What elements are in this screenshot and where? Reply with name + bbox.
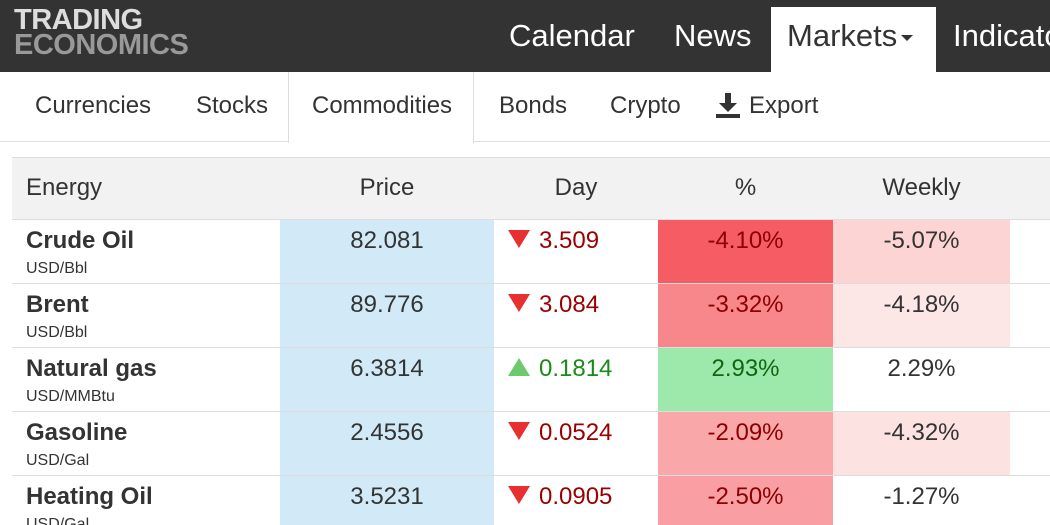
down-arrow	[508, 422, 530, 440]
pct-change: 2.93%	[711, 355, 780, 382]
row-border	[12, 475, 1050, 476]
weekly-change: 2.29%	[887, 355, 956, 382]
column-header: Day	[554, 174, 598, 201]
sub-nav-item[interactable]: Commodities	[312, 92, 453, 119]
price: 89.776	[350, 291, 424, 318]
nav-item[interactable]: Calendar	[509, 18, 635, 53]
direction-arrow	[508, 358, 530, 378]
logo-line: ECONOMICS	[14, 29, 189, 61]
pct-cell	[658, 412, 833, 475]
unit: USD/Bbl	[26, 324, 88, 341]
unit: USD/Gal	[26, 516, 90, 525]
nav-item[interactable]: Indicators	[953, 18, 1050, 53]
weekly-cell	[833, 476, 1010, 525]
down-arrow	[508, 294, 530, 312]
export-icon	[716, 93, 740, 119]
day-change: 0.0524	[539, 419, 613, 446]
pct-cell	[658, 348, 833, 411]
direction-arrow	[508, 230, 530, 250]
down-arrow	[508, 230, 530, 248]
price-cell	[280, 220, 494, 283]
price-cell	[280, 412, 494, 475]
pct-change: -4.10%	[707, 227, 784, 254]
price: 6.3814	[350, 355, 424, 382]
price-cell	[280, 348, 494, 411]
price-cell	[280, 476, 494, 525]
pct-cell	[658, 284, 833, 347]
sub-nav-item[interactable]: Bonds	[499, 92, 568, 119]
sub-bar	[0, 72, 1050, 142]
day-change: 3.084	[539, 291, 600, 318]
weekly-change: -4.18%	[883, 291, 960, 318]
tab-active	[288, 72, 474, 143]
down-arrow	[508, 486, 530, 504]
up-arrow	[508, 358, 530, 376]
unit: USD/Gal	[26, 452, 90, 469]
weekly-change: -1.27%	[883, 483, 960, 510]
row-border	[12, 283, 1050, 284]
nav-item[interactable]: News	[674, 18, 752, 53]
sub-nav-item[interactable]: Export	[749, 92, 819, 119]
name: Heating Oil	[26, 483, 153, 510]
column-header: Price	[359, 174, 415, 201]
name: Brent	[26, 291, 89, 318]
direction-arrow	[508, 486, 530, 506]
name: Gasoline	[26, 419, 128, 446]
day-change: 0.1814	[539, 355, 613, 382]
header-row-bg	[12, 157, 1050, 220]
weekly-change: -5.07%	[883, 227, 960, 254]
weekly-cell	[833, 284, 1010, 347]
unit: USD/Bbl	[26, 260, 88, 277]
column-header: %	[734, 174, 757, 201]
price-cell	[280, 284, 494, 347]
logo-line: TRADING	[14, 4, 143, 36]
sub-nav-item[interactable]: Currencies	[35, 92, 152, 119]
pct-change: -2.50%	[707, 483, 784, 510]
pct-cell	[658, 220, 833, 283]
pct-change: -3.32%	[707, 291, 784, 318]
price: 2.4556	[350, 419, 424, 446]
unit: USD/MMBtu	[26, 388, 115, 405]
day-change: 0.0905	[539, 483, 613, 510]
pct-cell	[658, 476, 833, 525]
row-border	[12, 411, 1050, 412]
weekly-change: -4.32%	[883, 419, 960, 446]
direction-arrow	[508, 422, 530, 442]
column-header: Weekly	[882, 174, 961, 201]
sub-nav-item[interactable]: Crypto	[610, 92, 681, 119]
name: Natural gas	[26, 355, 157, 382]
sub-nav-item[interactable]: Stocks	[196, 92, 269, 119]
weekly-cell	[833, 220, 1010, 283]
nav-item[interactable]: Markets	[787, 18, 914, 54]
weekly-cell	[833, 412, 1010, 475]
name: Crude Oil	[26, 227, 135, 254]
download-icon	[716, 93, 740, 118]
caret	[901, 34, 914, 41]
weekly-cell	[833, 348, 1010, 411]
day-change: 3.509	[539, 227, 600, 254]
direction-arrow	[508, 294, 530, 314]
row-border	[12, 347, 1050, 348]
column-header: Energy	[26, 174, 103, 201]
price: 3.5231	[350, 483, 424, 510]
pct-change: -2.09%	[707, 419, 784, 446]
price: 82.081	[350, 227, 424, 254]
